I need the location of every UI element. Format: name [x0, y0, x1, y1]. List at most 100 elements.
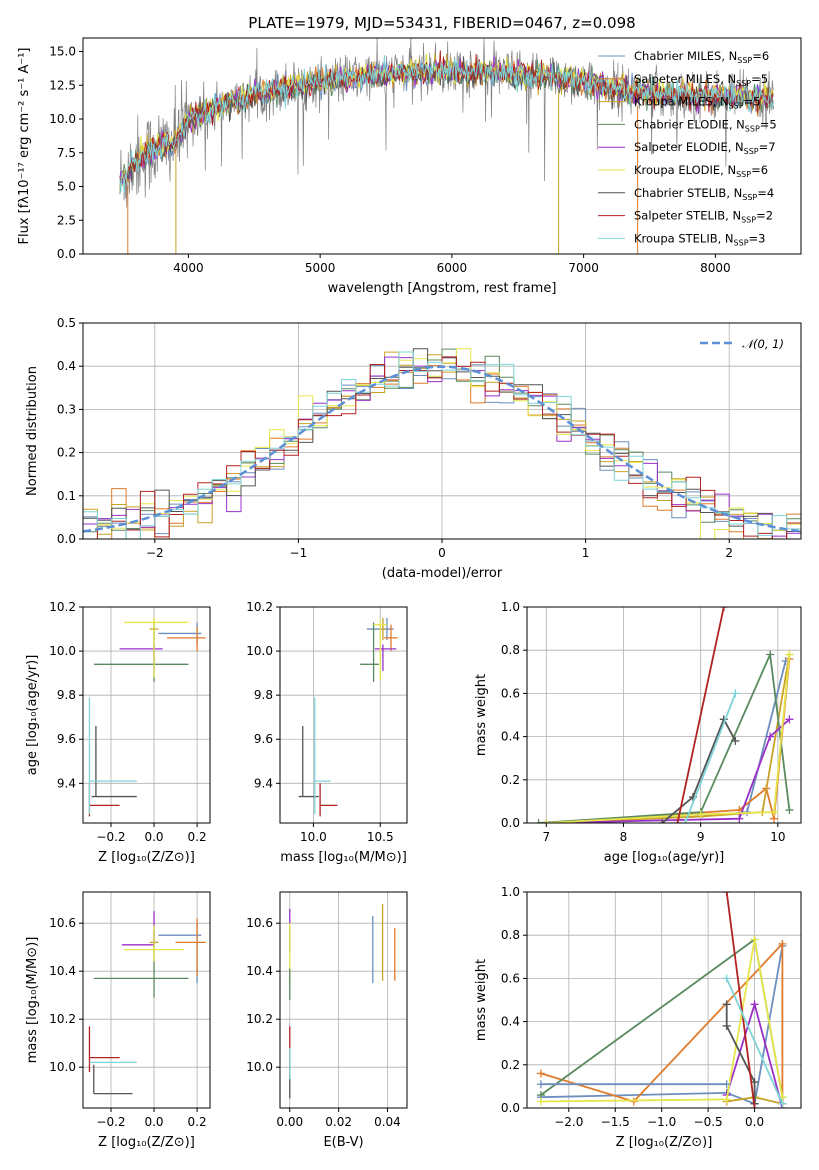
weight-marker	[722, 974, 731, 983]
y-tick-label: 10.6	[49, 916, 76, 930]
y-tick-label: 10.0	[246, 1060, 273, 1074]
x-tick-label: 0.00	[276, 1115, 303, 1129]
errorbar-point-salpeter_miles	[166, 626, 206, 652]
weight_vs_Z-axes	[527, 891, 801, 1108]
weight-marker	[534, 819, 543, 823]
y-tick-label: 10.0	[246, 644, 273, 658]
weight_vs_age-frame	[526, 606, 802, 824]
x-tick-label: −1	[290, 546, 308, 560]
weight-line-salpeter_elodie	[546, 718, 791, 823]
weight-marker	[766, 732, 775, 741]
errorbar-point-salpeter_stelib	[88, 1026, 120, 1072]
mass_vs_ebv-xlabel: E(B-V)	[323, 1135, 363, 1150]
weight-marker	[542, 819, 551, 823]
y-tick-label: 10.0	[49, 1060, 76, 1074]
weight-line-salpeter_miles	[540, 941, 784, 1104]
y-tick-label: 10.0	[49, 112, 76, 126]
y-tick-label: 0.1	[57, 489, 76, 503]
weight-marker	[750, 935, 759, 944]
weight-marker	[722, 1080, 731, 1089]
y-tick-label: 0.4	[501, 1015, 520, 1029]
errorbar-point-chabrier_elodie	[360, 622, 379, 682]
weight-line-salpeter_stelib	[725, 892, 756, 1108]
errorbar-point-kroupa_elodie	[373, 620, 387, 680]
age_vs_Z-frame	[82, 606, 211, 824]
weight_vs_age-xlabel: age [log₁₀(age/yr)]	[604, 850, 725, 865]
histogram-salpeter_stelib	[83, 356, 801, 539]
errorbar-point-salpeter_elodie	[121, 911, 155, 946]
errorbar-point-salpeter_miles	[175, 918, 206, 976]
y-tick-label: 9.8	[57, 688, 76, 702]
age_vs_mass-frame	[279, 606, 408, 824]
age_vs_mass-xlabel: mass [log₁₀(M/M⊙)]	[280, 850, 407, 865]
y-tick-label: 15.0	[49, 45, 76, 59]
y-tick-label: 0.2	[57, 446, 76, 460]
age_vs_mass-axes	[280, 606, 407, 823]
legend-label: Salpeter MILES, NSSP=5	[634, 72, 768, 88]
mass_vs_Z-xlabel: Z [log₁₀(Z/Z⊙)]	[98, 1135, 195, 1150]
weight-line-kroupa_stelib	[684, 693, 737, 823]
errorbar-point-salpeter_stelib	[88, 783, 120, 817]
weight-marker	[731, 736, 740, 745]
errorbar-point-chabrier_elodie	[93, 930, 189, 998]
y-tick-label: 0.0	[57, 247, 76, 261]
errorbar-point-kroupa_stelib	[88, 697, 137, 815]
errorbar-point-chabrier_stelib	[93, 1064, 133, 1095]
age_vs_Z-ylabel: age [log₁₀(age/yr)]	[25, 655, 40, 776]
residuals-ylabel: Normed distribution	[25, 366, 40, 496]
weight-line-chabrier_stelib	[661, 717, 737, 823]
weight-marker	[658, 819, 667, 823]
spectrum-legend: Chabrier MILES, NSSP=6 Salpeter MILES, NS…	[598, 49, 777, 247]
spectrum-frame	[82, 37, 802, 255]
weight-marker	[785, 806, 794, 815]
spectrum-ylabel: Flux [fλ10⁻¹⁷ erg cm⁻² s⁻¹ A⁻¹]	[17, 48, 32, 245]
mass_vs_Z-points	[88, 911, 206, 1095]
x-tick-label: 6000	[437, 261, 468, 275]
spectrum-xlabel: wavelength [Angstrom, rest frame]	[328, 281, 557, 296]
errorbar-point-chabrier_stelib	[91, 726, 137, 798]
errorbar-point-kroupa_elodie	[123, 618, 189, 678]
mass_vs_Z-ylabel: mass [log₁₀(M/M⊙)]	[25, 937, 40, 1064]
weight-line-chabrier_miles	[546, 660, 787, 823]
y-tick-label: 0.8	[501, 928, 520, 942]
weight-marker	[785, 715, 794, 724]
x-tick-label: −2	[146, 546, 164, 560]
weight-marker	[696, 810, 705, 819]
weight_vs_age-ylabel: mass weight	[474, 674, 489, 756]
weight-marker	[750, 1104, 759, 1108]
errorbar-point-chabrier_miles	[158, 923, 202, 984]
legend-label: 𝒩(0, 1)	[742, 337, 784, 351]
x-tick-label: 1	[582, 546, 590, 560]
x-tick-label: 2	[725, 546, 733, 560]
weight-marker	[750, 1000, 759, 1009]
spectrum-lines	[119, 38, 774, 254]
weight_vs_Z-frame	[526, 891, 802, 1109]
y-tick-label: 0.4	[57, 359, 76, 373]
errorbar-point-salpeter_miles	[384, 624, 398, 652]
normal-curve	[83, 365, 801, 533]
y-tick-label: 9.8	[254, 688, 273, 702]
x-tick-label: 0.02	[325, 1115, 352, 1129]
mass_vs_ebv-frame	[279, 891, 408, 1109]
y-tick-label: 0.0	[57, 532, 76, 546]
y-tick-label: 0.3	[57, 402, 76, 416]
legend-label: Chabrier MILES, NSSP=6	[634, 49, 769, 65]
y-tick-label: 0.2	[501, 773, 520, 787]
weight-line-salpeter_stelib	[676, 607, 725, 823]
y-tick-label: 10.4	[246, 964, 273, 978]
y-tick-label: 10.6	[246, 916, 273, 930]
x-tick-label: 10.5	[367, 830, 394, 844]
x-tick-label: 7000	[568, 261, 599, 275]
y-tick-label: 5.0	[57, 180, 76, 194]
y-tick-label: 2.5	[57, 213, 76, 227]
y-tick-label: 12.5	[49, 78, 76, 92]
y-tick-label: 0.6	[501, 686, 520, 700]
mass_vs_ebv-axes	[280, 892, 407, 1108]
x-tick-label: −0.5	[694, 1115, 723, 1129]
y-tick-label: 0.4	[501, 730, 520, 744]
errorbar-point-chabrier_miles	[158, 622, 202, 645]
weight-marker	[766, 650, 775, 659]
x-tick-label: 0.0	[144, 830, 163, 844]
weight-marker	[629, 1097, 638, 1106]
weight-marker	[722, 892, 731, 896]
